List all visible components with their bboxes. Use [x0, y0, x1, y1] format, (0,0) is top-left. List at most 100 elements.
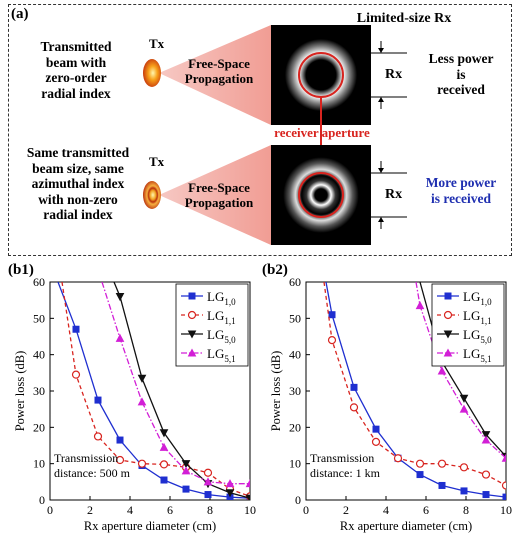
data-point — [460, 487, 468, 495]
y-tick-label: 50 — [289, 311, 301, 325]
y-tick-label: 10 — [289, 457, 301, 471]
transmitter-2 — [143, 181, 161, 209]
data-point — [438, 481, 446, 489]
x-tick-label: 8 — [463, 503, 469, 517]
legend-entry: LG1,0 — [463, 289, 492, 307]
legend-entry: LG5,1 — [207, 346, 236, 364]
data-point — [204, 491, 212, 499]
data-point — [443, 310, 453, 320]
rx-label-2: Rx — [385, 187, 403, 202]
rx-arrowhead-bottom-1 — [378, 97, 384, 102]
data-point — [371, 437, 381, 446]
y-axis-label: Power loss (dB) — [269, 351, 283, 432]
annotation-text: Transmission — [310, 451, 374, 465]
data-point — [482, 491, 490, 499]
data-point — [444, 292, 452, 300]
y-axis-label: Power loss (dB) — [13, 351, 27, 432]
row1-line: Transmitted — [40, 39, 112, 54]
legend-entry: LG5,0 — [207, 327, 236, 345]
y-tick-label: 60 — [289, 275, 301, 289]
rx-arrowhead-top-1 — [378, 48, 384, 53]
data-point — [203, 468, 213, 477]
series-line-LG1,0 — [57, 282, 250, 499]
aperture-label: receiver aperture — [274, 125, 370, 140]
data-point — [501, 481, 506, 490]
data-point — [225, 489, 235, 498]
y-tick-label: 20 — [289, 420, 301, 434]
legend-entry: LG5,1 — [463, 346, 492, 364]
fsp-label-1: Free-Space Propagation — [169, 56, 269, 87]
series-line-LG1,1 — [323, 282, 506, 487]
y-tick-label: 0 — [39, 493, 45, 507]
data-point — [415, 301, 425, 310]
data-point — [160, 476, 168, 484]
x-tick-label: 2 — [87, 503, 93, 517]
data-point — [459, 463, 469, 472]
ring-profile-2 — [277, 151, 365, 239]
tx-label-2: Tx — [149, 154, 165, 169]
data-point — [437, 459, 447, 468]
data-point — [188, 292, 196, 300]
data-point — [481, 470, 491, 479]
data-point — [72, 325, 80, 333]
y-tick-label: 10 — [33, 457, 45, 471]
rx-label-1: Rx — [385, 67, 403, 82]
fsp-line: Propagation — [184, 70, 254, 86]
data-point — [159, 442, 169, 451]
x-tick-label: 6 — [167, 503, 173, 517]
panel-b1-label: (b1) — [8, 262, 34, 278]
row2-description: Same transmitted beam size, same azimuth… — [9, 145, 147, 223]
y-tick-label: 0 — [295, 493, 301, 507]
fsp-line: Free-Space — [188, 56, 250, 71]
y-tick-label: 40 — [289, 348, 301, 362]
y-tick-label: 50 — [33, 311, 45, 325]
data-point — [181, 460, 191, 469]
tx-label-1: Tx — [149, 36, 165, 51]
data-point — [116, 436, 124, 444]
x-tick-label: 6 — [423, 503, 429, 517]
row2-result-line: More power — [425, 175, 497, 190]
data-point — [459, 394, 469, 403]
data-point — [245, 494, 250, 500]
data-point — [327, 336, 337, 345]
data-point — [137, 397, 147, 406]
y-tick-label: 60 — [33, 275, 45, 289]
data-point — [159, 429, 169, 438]
series-line-LG1,1 — [61, 282, 250, 498]
data-point — [159, 460, 169, 469]
data-point — [182, 485, 190, 493]
data-point — [349, 403, 359, 412]
legend-entry: LG1,0 — [207, 289, 236, 307]
y-tick-label: 40 — [33, 348, 45, 362]
row2-line: radial index — [43, 207, 113, 223]
data-point — [416, 471, 424, 479]
fsp-line: Propagation — [184, 194, 254, 210]
x-tick-label: 8 — [207, 503, 213, 517]
x-tick-label: 4 — [383, 503, 389, 517]
data-point — [181, 466, 191, 475]
x-tick-label: 0 — [303, 503, 309, 517]
legend-entry: LG5,0 — [463, 327, 492, 345]
x-axis-label: Rx aperture diameter (cm) — [340, 519, 472, 533]
annotation-text: Transmission — [54, 451, 118, 465]
data-point — [115, 333, 125, 342]
data-point — [350, 383, 358, 391]
row1-description: Transmitted beam with zero-order radial … — [13, 39, 139, 101]
row1-line: zero-order — [45, 70, 107, 86]
series-group — [57, 282, 250, 500]
data-point — [187, 348, 197, 357]
data-point — [459, 404, 469, 413]
row2-result: More power is received — [413, 175, 509, 206]
data-point — [481, 431, 491, 440]
data-point — [203, 477, 213, 486]
row1-result-line: Less power — [428, 51, 494, 66]
data-point — [94, 396, 102, 404]
legend-entry: LG1,1 — [207, 308, 236, 326]
series-line-LG5,0 — [113, 282, 250, 499]
data-point — [137, 374, 147, 383]
panel-a-title: Limited-size Rx — [356, 11, 452, 26]
data-point — [93, 432, 103, 441]
x-tick-label: 0 — [47, 503, 53, 517]
x-tick-label: 10 — [500, 503, 512, 517]
data-point — [245, 479, 250, 488]
